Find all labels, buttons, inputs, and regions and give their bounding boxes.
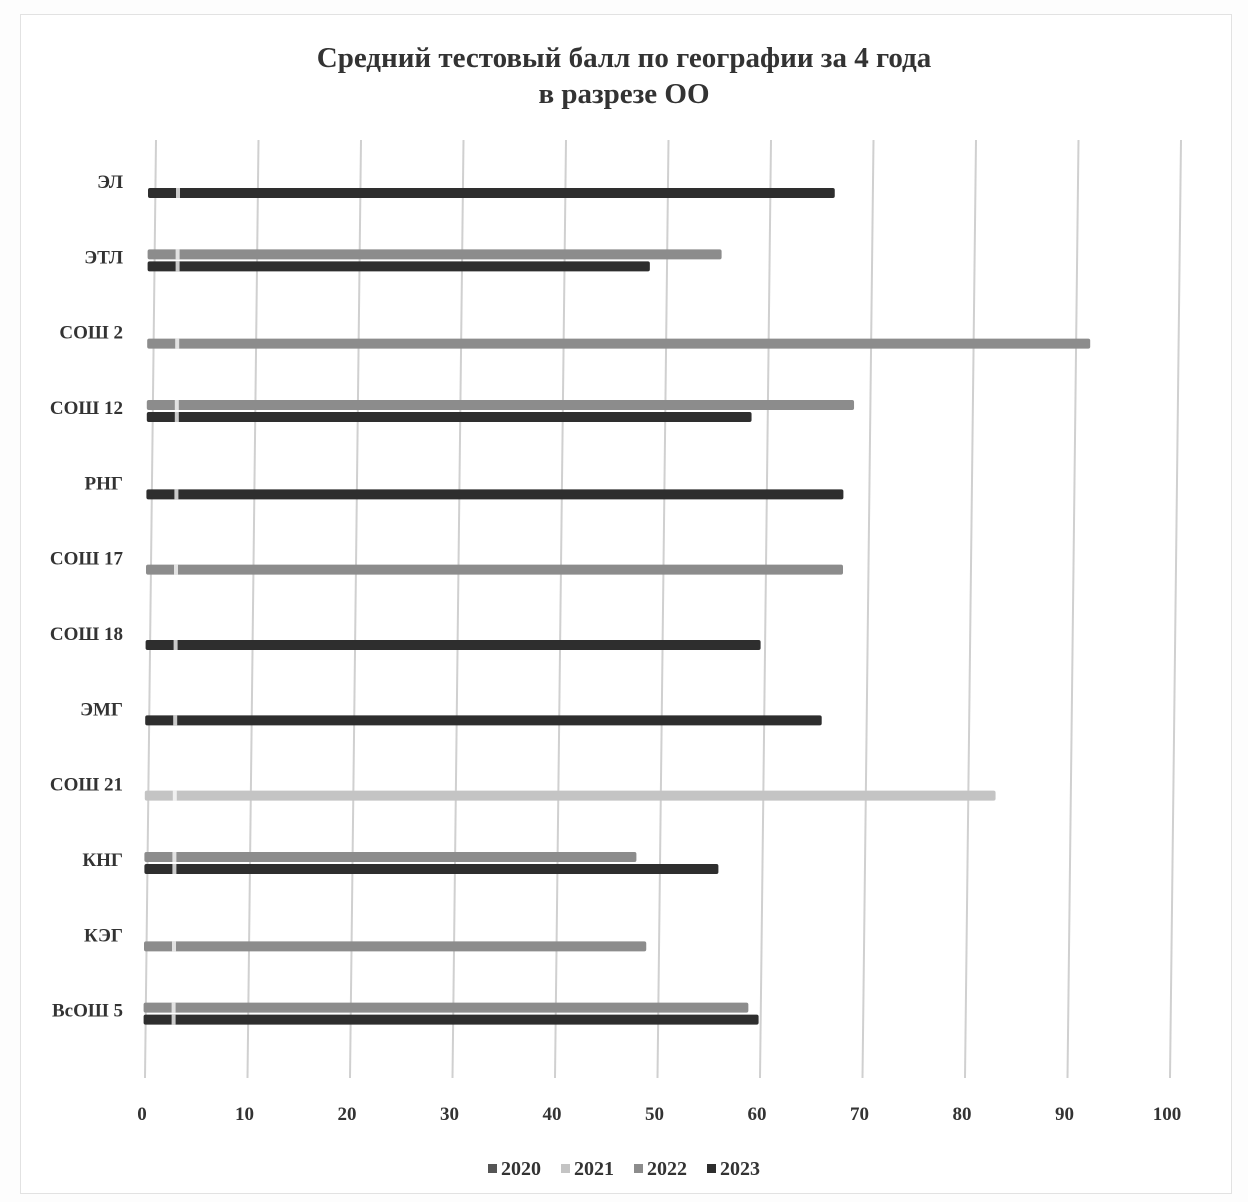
bar-stripe	[172, 864, 177, 874]
bar-stripe	[172, 790, 177, 801]
legend-item: 2021	[561, 1158, 614, 1181]
category-label: ЭТЛ	[84, 247, 123, 268]
bar-stripe	[175, 249, 180, 260]
bar-2022	[147, 338, 1091, 349]
gridline	[246, 139, 260, 1079]
category-label: ЭМГ	[80, 699, 123, 720]
category-label: ВсОШ 5	[52, 1001, 123, 1022]
legend-label: 2022	[647, 1158, 687, 1180]
category-label: СОШ 17	[50, 549, 124, 570]
x-tick-label: 40	[543, 1104, 562, 1125]
bar-2022	[147, 249, 722, 260]
gridline	[349, 139, 362, 1079]
category-label: ЭЛ	[97, 172, 123, 193]
x-tick-label: 70	[850, 1104, 869, 1125]
gridline	[144, 139, 157, 1079]
category-label: СОШ 12	[50, 398, 123, 419]
category-label: КНГ	[82, 850, 123, 871]
gridline	[964, 139, 977, 1079]
chart-subtitle: в разрезе ОО	[538, 78, 710, 110]
bar-stripe	[174, 412, 179, 422]
bar-stripe	[175, 338, 180, 349]
chart-title-block: Средний тестовый балл по географии за 4 …	[0, 40, 1248, 112]
category-label: РНГ	[85, 473, 123, 494]
x-tick-label: 0	[137, 1104, 147, 1125]
bar-stripe	[173, 715, 178, 726]
bar-stripe	[173, 640, 178, 650]
bar-stripe	[174, 564, 178, 575]
bar-2023	[146, 412, 752, 422]
x-tick-label: 50	[645, 1104, 664, 1125]
gridline	[554, 139, 567, 1079]
bar-stripe	[172, 941, 176, 952]
bar-2022	[144, 941, 647, 952]
bar-stripe	[175, 261, 180, 272]
bar-2023	[145, 715, 822, 726]
bar-2023	[147, 261, 650, 272]
x-tick-label: 90	[1055, 1104, 1074, 1125]
gridline	[1169, 139, 1182, 1079]
legend-label: 2023	[720, 1158, 760, 1180]
legend-item: 2020	[488, 1158, 541, 1181]
bar-stripe	[174, 400, 179, 410]
bar-stripe	[176, 188, 180, 198]
legend-swatch	[707, 1163, 716, 1173]
x-tick-label: 60	[748, 1104, 767, 1125]
bar-2023	[144, 864, 719, 874]
x-tick-label: 10	[235, 1104, 254, 1125]
legend-swatch	[561, 1163, 570, 1173]
bar-2023	[145, 640, 761, 650]
chart-title: Средний тестовый балл по географии за 4 …	[316, 42, 932, 74]
chart-frame	[20, 14, 1232, 1194]
bar-2023	[143, 1014, 759, 1025]
x-tick-label: 80	[953, 1104, 972, 1125]
bar-2022	[146, 564, 843, 575]
legend-swatch	[488, 1163, 497, 1173]
category-label: КЭГ	[84, 925, 123, 946]
bar-stripe	[172, 852, 177, 862]
gridline	[656, 139, 670, 1079]
bar-2022	[144, 852, 637, 862]
bar-2023	[146, 489, 844, 500]
bar-2022	[143, 1002, 749, 1013]
bar-stripe	[171, 1014, 176, 1025]
legend-item: 2023	[707, 1158, 760, 1181]
gridline	[451, 139, 465, 1079]
gridline	[759, 139, 772, 1079]
bar-stripe	[174, 489, 179, 500]
bar-2021	[144, 790, 996, 801]
legend-item: 2022	[634, 1158, 687, 1181]
legend-label: 2021	[574, 1158, 614, 1180]
gridline	[1066, 139, 1080, 1079]
category-label: СОШ 2	[59, 323, 123, 344]
x-tick-label: 30	[440, 1104, 459, 1125]
bar-stripe	[171, 1002, 176, 1013]
category-label: СОШ 21	[50, 775, 123, 796]
legend-label: 2020	[501, 1158, 541, 1180]
category-label: СОШ 18	[50, 624, 123, 645]
chart-legend: 2020 2021 2022 2023	[0, 1158, 1248, 1181]
gridline	[861, 139, 875, 1079]
x-tick-label: 20	[338, 1104, 357, 1125]
bar-2023	[148, 188, 835, 198]
x-tick-label: 100	[1153, 1104, 1182, 1125]
legend-swatch	[634, 1163, 643, 1173]
bar-2022	[146, 400, 855, 410]
